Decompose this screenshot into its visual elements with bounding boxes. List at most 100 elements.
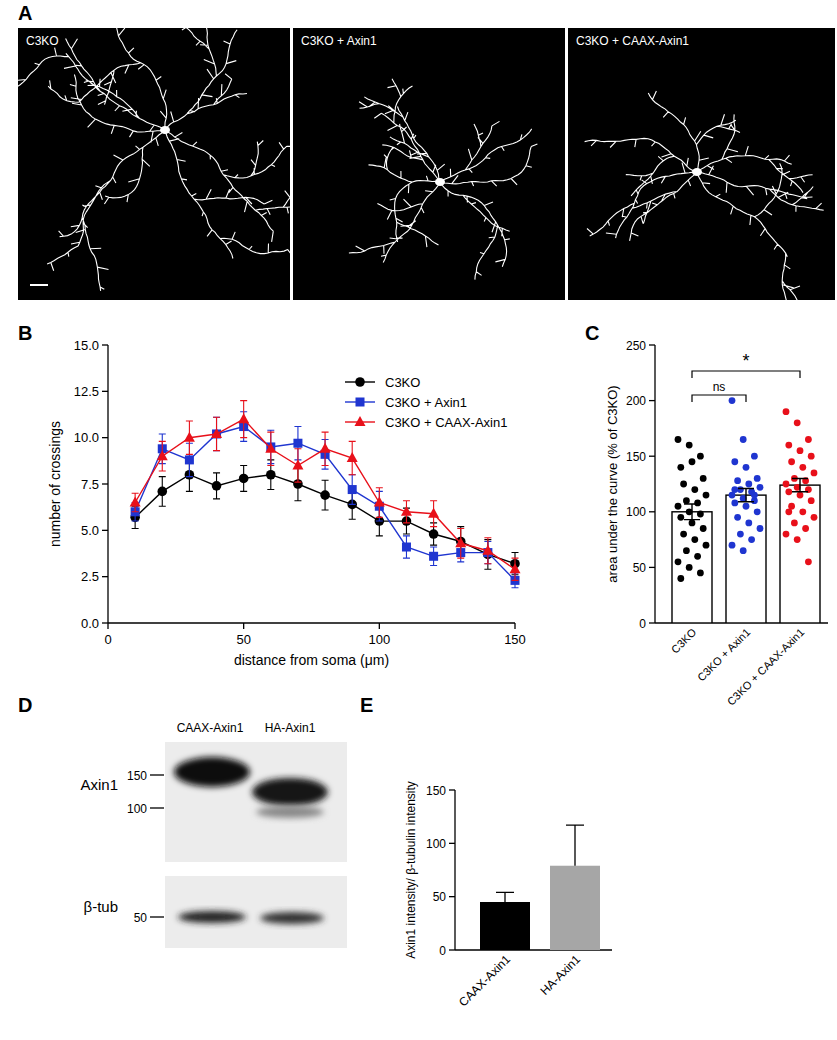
point: [802, 525, 809, 532]
error-bar: [566, 825, 584, 866]
point: [811, 469, 818, 476]
x-axis: [108, 622, 515, 623]
point: [740, 547, 747, 554]
panel-letter: B: [18, 322, 32, 344]
y-tick: [649, 622, 655, 623]
point: [783, 531, 790, 538]
marker-label: 100: [127, 802, 147, 816]
panel-letter: D: [18, 694, 32, 716]
y-axis-label: Axin1 intensity/ β-tubulin intensity: [404, 781, 418, 959]
point: [743, 503, 750, 510]
marker: [212, 481, 222, 491]
point: [757, 484, 764, 491]
point: [754, 508, 761, 515]
marker-label: 150: [127, 769, 147, 783]
y-tick: [449, 789, 455, 790]
point: [675, 436, 682, 443]
point: [689, 520, 696, 527]
point: [745, 520, 752, 527]
x-tick-label: C3KO + CAAX-Axin1: [725, 626, 807, 708]
bar: [672, 512, 712, 623]
marker: [320, 490, 330, 500]
point: [734, 514, 741, 521]
x-tick-label: 0: [104, 632, 111, 647]
y-tick: [649, 344, 655, 345]
point: [757, 525, 764, 532]
marker: [374, 497, 385, 507]
marker: [157, 450, 168, 460]
neurite: [349, 79, 538, 280]
row-label: Axin1: [80, 776, 118, 793]
tracing: [349, 79, 538, 280]
point: [683, 497, 690, 504]
y-tick: [102, 391, 108, 392]
point: [694, 500, 701, 507]
point: [731, 486, 738, 493]
y-tick: [449, 896, 455, 897]
point: [805, 558, 812, 565]
bar: [550, 866, 600, 950]
point: [785, 488, 792, 495]
point: [677, 575, 684, 582]
y-tick-label: 150: [626, 450, 646, 464]
y-axis: [654, 345, 655, 623]
marker: [455, 537, 466, 547]
point: [754, 475, 761, 482]
point: [680, 481, 687, 488]
legend-label: C3KO + CAAX-Axin1: [385, 415, 507, 430]
marker: [347, 452, 358, 462]
error-bar: [403, 536, 410, 558]
soma: [692, 168, 702, 176]
legend-marker: [355, 377, 365, 387]
y-tick-label: 15.0: [74, 338, 99, 353]
marker-tick: [150, 774, 164, 775]
y-tick-label: 0.0: [81, 616, 99, 631]
soma: [160, 126, 170, 134]
band: [256, 806, 324, 818]
marker: [265, 443, 276, 453]
band: [260, 912, 324, 924]
sig-label: *: [742, 351, 749, 371]
panel-letter: C: [585, 322, 599, 344]
point: [697, 570, 704, 577]
x-tick: [243, 623, 244, 629]
plot-area: [480, 825, 600, 950]
scale-bar: [30, 284, 48, 286]
micrograph: [568, 28, 835, 300]
point: [700, 525, 707, 532]
sig-bracket: [692, 395, 746, 402]
y-tick: [449, 949, 455, 950]
point: [691, 536, 698, 543]
y-tick-label: 0: [439, 944, 446, 958]
point: [745, 481, 752, 488]
y-tick-label: 12.5: [74, 384, 99, 399]
point: [785, 508, 792, 515]
y-tick: [649, 456, 655, 457]
y-tick-label: 50: [433, 890, 447, 904]
y-tick: [649, 511, 655, 512]
error-bar: [792, 478, 808, 491]
x-tick-label: CAAX-Axin1: [456, 952, 513, 1009]
series-line: [135, 475, 515, 564]
marker: [211, 428, 222, 438]
marker: [238, 413, 249, 423]
y-tick-label: 200: [626, 394, 646, 408]
neurite: [585, 91, 824, 300]
error-bar: [496, 892, 514, 902]
marker: [510, 563, 521, 573]
band: [178, 911, 246, 923]
error-bar: [349, 475, 356, 505]
marker: [292, 459, 303, 469]
point: [691, 486, 698, 493]
row-label: β-tub: [84, 898, 118, 915]
point: [694, 553, 701, 560]
y-tick: [102, 437, 108, 438]
y-tick: [649, 567, 655, 568]
point: [677, 514, 684, 521]
point: [734, 477, 741, 484]
y-tick-label: 0: [639, 617, 646, 631]
y-tick: [649, 400, 655, 401]
x-tick: [379, 623, 380, 629]
point: [794, 419, 801, 426]
x-tick: [514, 623, 515, 629]
